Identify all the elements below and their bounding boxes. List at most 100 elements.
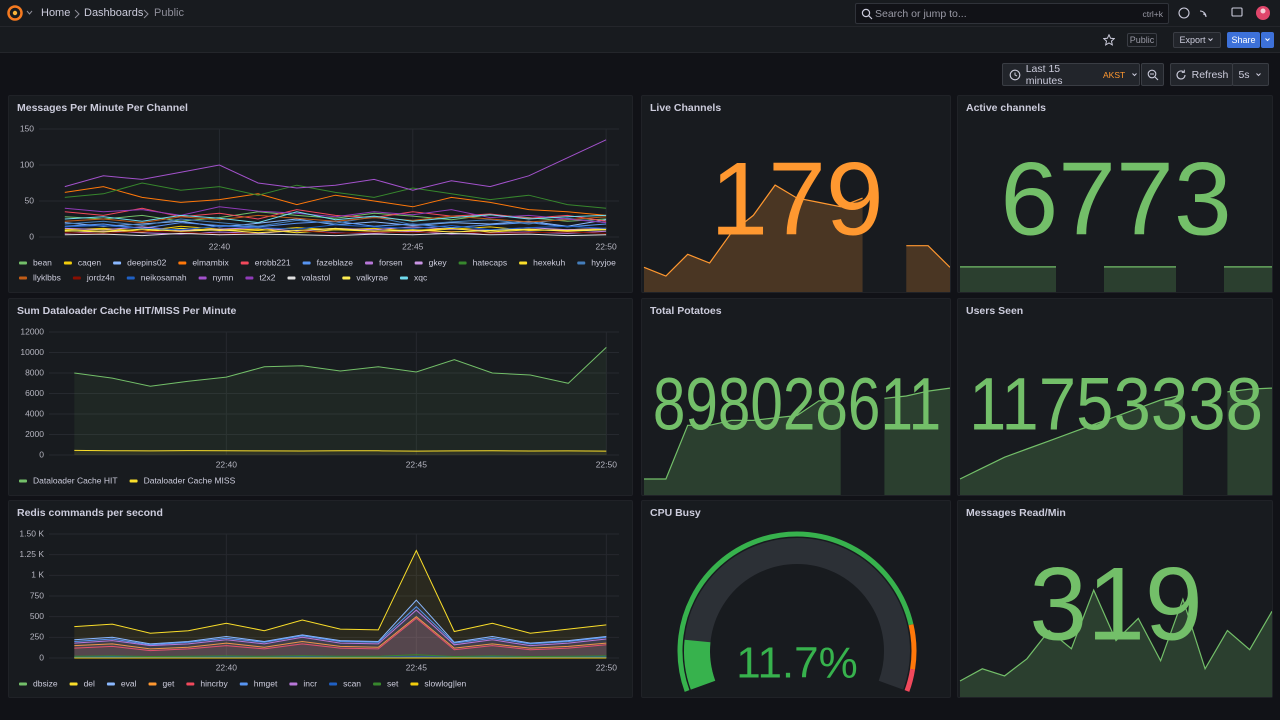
legend-swatch: [72, 276, 81, 280]
legend-item[interactable]: hincrby: [186, 678, 228, 688]
gauge-track: [684, 538, 910, 690]
time-range: Last 15 minutes: [1025, 62, 1063, 87]
y-tick-label: 500: [30, 611, 44, 621]
legend-label: erobb221: [255, 257, 291, 267]
series-fill: [74, 606, 607, 658]
panel-chart: Sum Dataloader Cache HIT/MISS Per Minute…: [17, 305, 619, 485]
stat-value: 11753338: [969, 362, 1263, 445]
chevron: [143, 9, 149, 19]
legend-item[interactable]: gkey: [414, 257, 448, 267]
series-line: [74, 654, 607, 658]
series-line: [74, 599, 607, 645]
search-box[interactable]: Search or jump to... ctrl+k: [855, 3, 1169, 24]
star-icon[interactable]: [1103, 34, 1115, 46]
legend-item[interactable]: del: [69, 678, 95, 688]
breadcrumb[interactable]: Dashboards: [84, 7, 144, 19]
legend-item[interactable]: nymn: [198, 272, 234, 282]
legend-item[interactable]: llyklbbs: [19, 272, 61, 282]
zoom-out-button[interactable]: [1141, 63, 1164, 86]
panel-title: Sum Dataloader Cache HIT/MISS Per Minute: [17, 305, 237, 317]
series-line: [74, 656, 607, 658]
legend-item[interactable]: jordz4n: [72, 272, 115, 282]
legend-item[interactable]: forsen: [365, 257, 403, 267]
export-button[interactable]: Export: [1173, 32, 1221, 48]
y-tick-label: 2000: [25, 429, 44, 439]
legend-item[interactable]: scan: [329, 678, 361, 688]
legend-label: eval: [121, 678, 137, 688]
x-tick-label: 22:50: [596, 459, 618, 469]
legend-item[interactable]: Dataloader Cache HIT: [19, 475, 118, 485]
sparkline-fill: [960, 266, 1056, 292]
legend-item[interactable]: eval: [106, 678, 137, 688]
legend-swatch: [329, 682, 338, 686]
y-tick-label: 750: [30, 590, 44, 600]
panel-title: Users Seen: [966, 305, 1023, 317]
panel-title: Redis commands per second: [17, 507, 163, 519]
y-tick-label: 250: [30, 632, 44, 642]
time-picker[interactable]: Last 15 minutes AKST: [1002, 62, 1140, 87]
legend-item[interactable]: hyyjoe: [577, 257, 616, 267]
stat-value: 6773: [1000, 141, 1231, 257]
legend-label: elmambix: [192, 257, 229, 267]
legend-item[interactable]: deepins02: [113, 257, 167, 267]
legend-item[interactable]: set: [373, 678, 399, 688]
header-icons[interactable]: [1177, 5, 1277, 23]
x-tick-label: 22:45: [402, 241, 424, 251]
legend-item[interactable]: hatecaps: [458, 257, 508, 267]
series-line: [64, 139, 607, 191]
legend-item[interactable]: valastol: [287, 272, 330, 282]
legend-item[interactable]: erobb221: [240, 257, 291, 267]
series-line: [64, 216, 607, 227]
panel-title: Active channels: [966, 102, 1046, 114]
dashboard-toolbar: Public Export Share: [0, 27, 1280, 53]
legend-item[interactable]: hmget: [239, 678, 278, 688]
legend-item[interactable]: slowlog|len: [410, 678, 467, 688]
legend-swatch: [19, 276, 27, 280]
legend-item[interactable]: fazeblaze: [302, 257, 354, 267]
legend-swatch: [373, 682, 382, 686]
legend-item[interactable]: get: [148, 678, 175, 688]
x-tick-label: 22:40: [216, 459, 238, 469]
legend-item[interactable]: valkyrae: [342, 272, 388, 282]
share-button[interactable]: Share: [1227, 32, 1260, 48]
panel-chart: Active channels 6773: [960, 102, 1272, 292]
series-line: [64, 182, 607, 209]
panel: Sum Dataloader Cache HIT/MISS Per Minute…: [8, 298, 633, 496]
y-tick-label: 6000: [25, 388, 44, 398]
breadcrumb[interactable]: Home: [41, 7, 71, 19]
panel-chart: Messages Read/Min 319: [959, 507, 1272, 697]
sparkline-fill: [644, 400, 841, 495]
legend-label: neikosamah: [141, 272, 187, 282]
threshold-band: [677, 531, 914, 692]
legend-item[interactable]: elmambix: [178, 257, 229, 267]
legend-item[interactable]: t2x2: [245, 272, 276, 282]
legend-item[interactable]: neikosamah: [126, 272, 187, 282]
legend-label: scan: [343, 678, 361, 688]
panel-chart: Users Seen 11753338: [959, 305, 1272, 495]
legend-item[interactable]: bean: [19, 257, 52, 267]
legend-label: llyklbbs: [33, 272, 61, 282]
threshold-band: [908, 624, 917, 670]
series-line: [64, 232, 607, 237]
y-tick-label: 10000: [20, 347, 44, 357]
legend-item[interactable]: xqc: [399, 272, 428, 282]
series-line: [74, 347, 607, 387]
legend-item[interactable]: hexekuh: [519, 257, 566, 267]
panel: Live Channels 179: [641, 95, 951, 293]
legend-item[interactable]: dbsize: [19, 678, 58, 688]
legend-item[interactable]: caqen: [63, 257, 101, 267]
legend-swatch: [186, 682, 195, 686]
series-line: [64, 229, 607, 235]
refresh-interval[interactable]: 5s: [1232, 63, 1269, 86]
legend-swatch: [458, 261, 467, 265]
panel: CPU Busy 11.7%: [641, 500, 951, 698]
share-menu[interactable]: [1261, 32, 1274, 48]
legend-item[interactable]: Dataloader Cache MISS: [129, 475, 236, 485]
refresh-button[interactable]: Refresh: [1170, 63, 1233, 86]
legend-swatch: [240, 261, 249, 265]
legend-label: fazeblaze: [317, 257, 354, 267]
legend-item[interactable]: incr: [289, 678, 317, 688]
grafana-logo[interactable]: [7, 5, 33, 21]
